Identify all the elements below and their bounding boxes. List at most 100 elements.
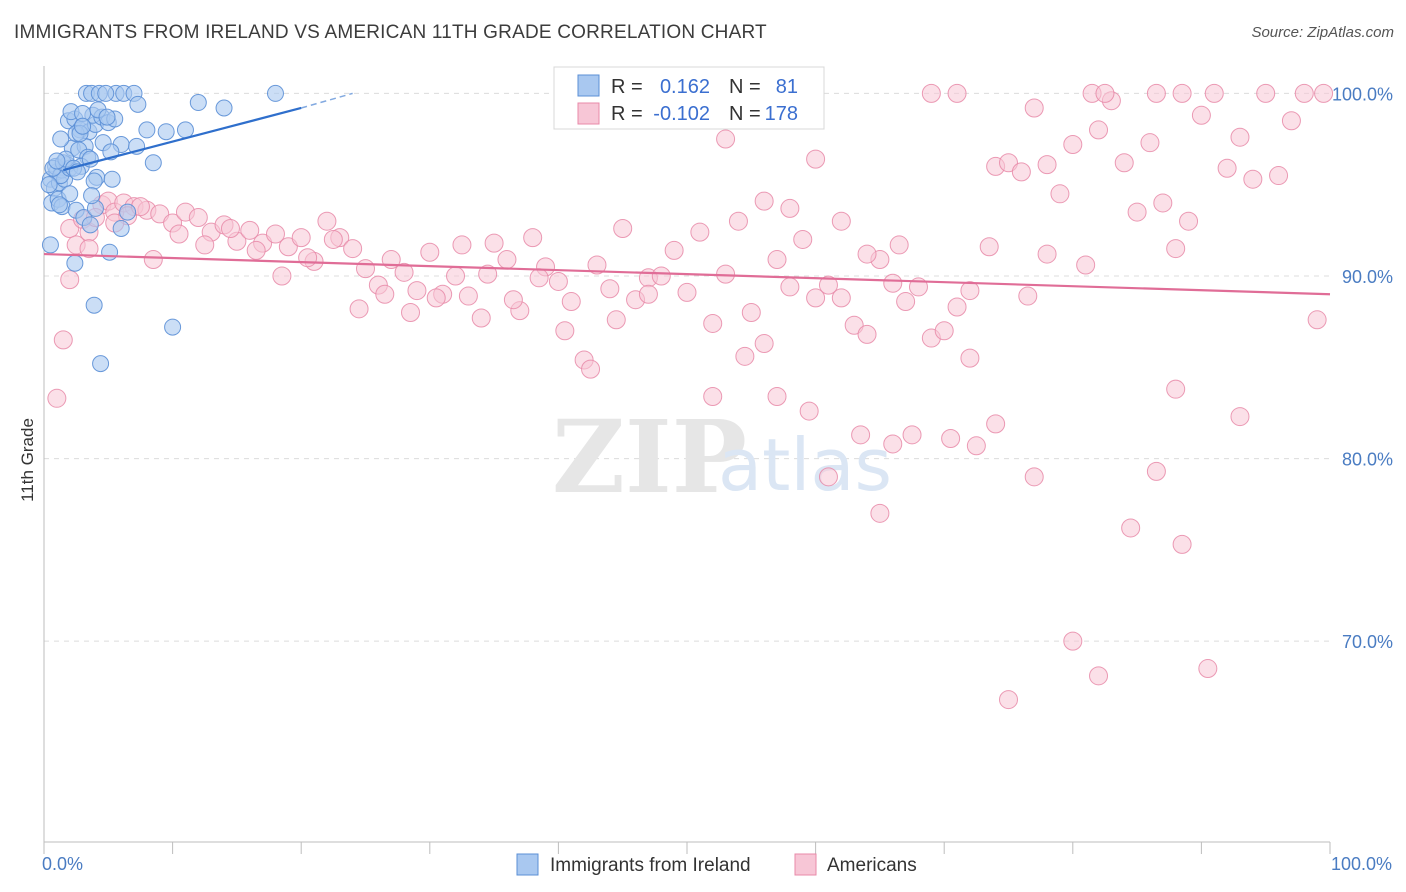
americans-point-79 [1050, 184, 1070, 204]
americans-point-22 [291, 228, 311, 248]
americans-point-137 [735, 346, 755, 366]
ireland-point-77 [129, 95, 147, 113]
americans-point-145 [941, 428, 961, 448]
y-tick-label-0: 100.0% [1332, 84, 1393, 104]
americans-trend-line [43, 252, 1331, 296]
americans-point-124 [375, 284, 395, 304]
americans-point-20 [265, 224, 285, 244]
americans-point-50 [651, 266, 671, 286]
ireland-point-59 [144, 154, 162, 172]
americans-r-value: -0.102 [653, 103, 710, 125]
americans-point-26 [343, 239, 363, 259]
americans-point-100 [1269, 166, 1289, 186]
americans-point-46 [600, 279, 620, 299]
ireland-point-76 [98, 108, 116, 126]
ireland-point-68 [85, 296, 103, 314]
americans-point-68 [883, 273, 903, 293]
ireland-n-value: 81 [776, 76, 798, 98]
americans-point-89 [1179, 211, 1199, 231]
americans-point-157 [1230, 407, 1250, 427]
americans-point-34 [446, 266, 466, 286]
ireland-trend-line [63, 106, 302, 172]
americans-point-115 [606, 310, 626, 330]
americans-point-11 [150, 204, 170, 224]
americans-point-160 [1037, 244, 1057, 264]
grid [44, 92, 1330, 642]
americans-point-165 [79, 239, 99, 259]
y-tick-label-3: 70.0% [1342, 632, 1393, 652]
americans-point-101 [921, 83, 941, 103]
americans-point-31 [407, 281, 427, 301]
legend-swatch-ireland [516, 853, 539, 876]
ireland-point-66 [66, 254, 84, 272]
americans-point-45 [587, 255, 607, 275]
ireland-point-70 [92, 355, 110, 373]
americans-point-108 [806, 149, 826, 169]
americans-point-159 [979, 237, 999, 257]
americans-point-43 [561, 292, 581, 312]
americans-point-14 [188, 208, 208, 228]
x-tick-label-max: 100.0% [1331, 854, 1392, 874]
americans-point-106 [1095, 83, 1115, 103]
ireland-point-71 [41, 236, 59, 254]
ireland-point-63 [112, 220, 130, 238]
americans-point-129 [246, 240, 266, 260]
americans-point-141 [851, 425, 871, 445]
trend-lines [43, 92, 1331, 296]
americans-point-35 [458, 286, 478, 306]
americans-point-73 [960, 348, 980, 368]
americans-point-130 [220, 219, 240, 239]
americans-point-102 [947, 83, 967, 103]
americans-point-82 [1089, 120, 1109, 140]
americans-point-27 [356, 259, 375, 279]
legend-swatch-americans [794, 853, 817, 876]
americans-point-146 [966, 436, 986, 456]
americans-point-84 [1114, 153, 1134, 173]
americans-point-109 [831, 211, 851, 231]
ireland-point-69 [164, 318, 182, 336]
americans-n-label: N = [729, 103, 761, 125]
americans-point-103 [1146, 83, 1166, 103]
legend-label-ireland: Immigrants from Ireland [550, 855, 751, 876]
americans-point-150 [1089, 666, 1109, 686]
americans-point-47 [613, 219, 633, 239]
ireland-point-56 [119, 203, 137, 221]
y-tick-labels: 100.0% 90.0% 80.0% 70.0% [1332, 84, 1393, 652]
americans-point-66 [857, 324, 877, 344]
americans-point-53 [690, 222, 710, 242]
americans-point-36 [471, 308, 491, 328]
americans-point-164 [60, 270, 80, 290]
americans-point-37 [484, 233, 504, 253]
ireland-point-80 [83, 187, 101, 205]
ireland-point-60 [176, 121, 194, 139]
americans-point-87 [1153, 193, 1173, 213]
americans-point-127 [298, 248, 318, 268]
americans-point-64 [831, 288, 851, 308]
ireland-point-72 [48, 152, 66, 170]
americans-point-94 [1243, 169, 1263, 189]
americans-point-152 [1146, 461, 1166, 481]
americans-point-57 [741, 302, 761, 322]
americans-legend-swatch [577, 102, 600, 125]
americans-point-154 [1198, 659, 1218, 679]
americans-point-149 [1063, 631, 1083, 651]
axes [43, 66, 1331, 854]
americans-point-52 [677, 282, 697, 302]
ireland-point-79 [189, 94, 207, 112]
ireland-point-78 [157, 123, 175, 141]
americans-point-96 [1281, 111, 1301, 131]
ireland-point-58 [138, 121, 156, 139]
ireland-point-75 [74, 117, 92, 135]
ireland-point-64 [81, 216, 99, 234]
americans-point-95 [1256, 83, 1276, 103]
americans-point-97 [1307, 310, 1327, 330]
americans-point-91 [1204, 83, 1224, 103]
americans-point-54 [703, 313, 723, 333]
americans-n-value: 178 [765, 103, 798, 125]
americans-point-75 [999, 153, 1018, 173]
americans-point-107 [716, 129, 736, 149]
americans-point-125 [349, 299, 369, 319]
americans-point-153 [1172, 534, 1192, 554]
americans-point-128 [272, 266, 292, 286]
americans-point-93 [1230, 127, 1250, 147]
